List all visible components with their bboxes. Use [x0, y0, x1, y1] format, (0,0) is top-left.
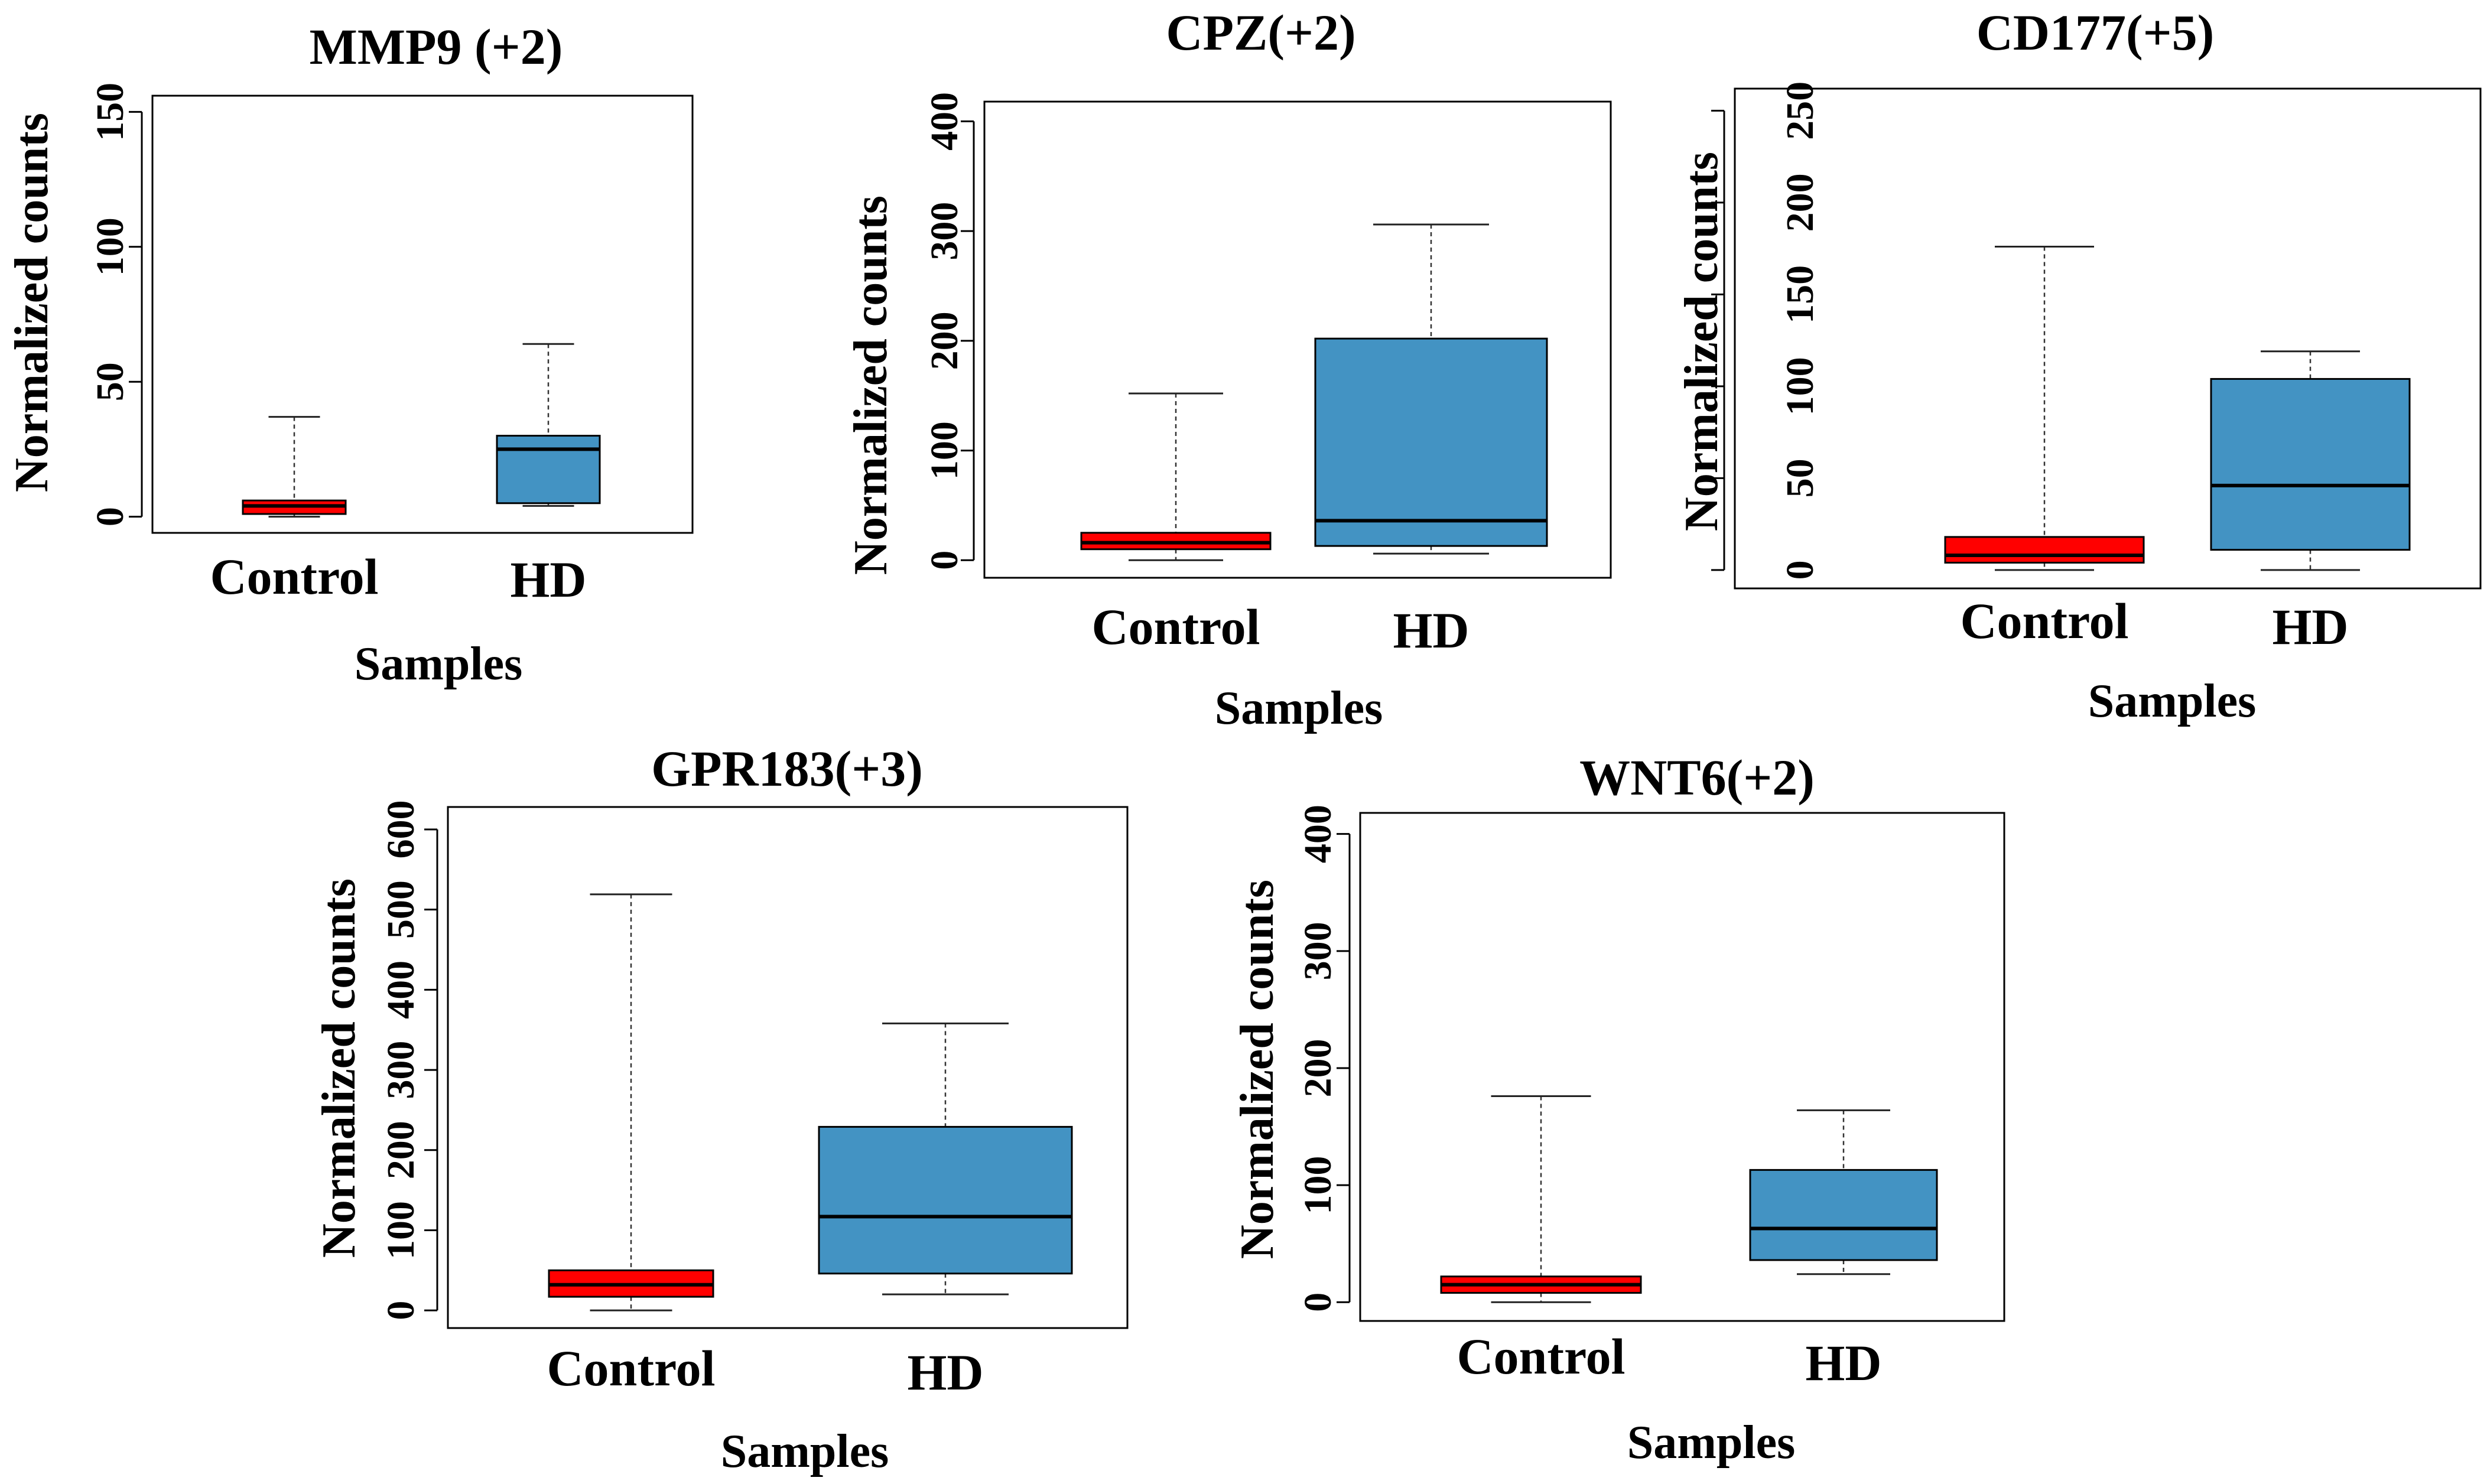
y-axis-label: Normalized counts	[1676, 152, 1728, 531]
y-tick-label: 200	[1779, 173, 1822, 232]
y-tick-label: 0	[379, 1301, 422, 1320]
x-axis-label: Samples	[721, 1426, 889, 1478]
x-axis-label: Samples	[1215, 682, 1383, 734]
plot-frame	[447, 806, 1129, 1329]
y-tick-label: 50	[1779, 458, 1822, 497]
y-tick-label: 0	[89, 507, 132, 526]
plot-frame	[151, 95, 694, 534]
x-tick-label-control: Control	[1091, 598, 1260, 655]
y-tick-label: 0	[923, 551, 966, 570]
boxplot-panel-wnt62: WNT6(+2) 0 100 200 300 400 Normalized counts Sa…	[1231, 749, 2005, 1469]
x-axis-label: Samples	[1627, 1417, 1796, 1469]
chart-title: WNT6(+2)	[1579, 749, 1815, 806]
y-axis-label: Normalized counts	[6, 113, 58, 492]
plot-frame	[1734, 87, 2482, 590]
x-tick-label-control: Control	[1960, 593, 2128, 649]
x-tick-label-hd: HD	[1806, 1335, 1882, 1391]
box-control	[1944, 536, 2145, 564]
box-hd	[2210, 377, 2411, 551]
y-tick-label: 100	[1779, 357, 1822, 415]
y-axis-label: Normalized counts	[1231, 880, 1283, 1259]
x-tick-label-hd: HD	[511, 551, 587, 608]
y-tick-label: 400	[379, 961, 422, 1019]
boxplot-panel-cpz2: CPZ(+2) 0 100 200 300 400 Normalized counts Sam…	[845, 4, 1612, 734]
y-tick-label: 300	[1296, 922, 1340, 980]
x-axis-label: Samples	[2088, 675, 2257, 727]
y-tick-label: 200	[923, 311, 966, 370]
box-hd	[1314, 337, 1548, 547]
boxplot-panel-gpr1833: GPR183(+3) 0 100 200 300 400 500 600 Normalized …	[313, 740, 1129, 1478]
x-tick-label-control: Control	[547, 1340, 715, 1397]
y-tick-label: 400	[923, 92, 966, 151]
y-tick-label: 100	[89, 217, 132, 276]
y-axis-label: Normalized counts	[313, 878, 365, 1258]
y-tick-label: 150	[1779, 265, 1822, 324]
y-tick-label: 500	[379, 880, 422, 939]
chart-title: MMP9 (+2)	[310, 18, 563, 75]
y-tick-label: 100	[1296, 1156, 1340, 1215]
box-hd	[1749, 1169, 1938, 1261]
chart-title: GPR183(+3)	[651, 740, 923, 797]
y-tick-label: 300	[379, 1041, 422, 1099]
x-axis-label: Samples	[355, 638, 523, 690]
y-tick-label: 250	[1779, 82, 1822, 140]
y-tick-label: 300	[923, 202, 966, 261]
y-tick-label: 400	[1296, 805, 1340, 863]
x-tick-label-hd: HD	[908, 1344, 984, 1401]
plot-frame	[1359, 812, 2005, 1322]
chart-title: CD177(+5)	[1976, 4, 2215, 61]
y-tick-label: 150	[89, 83, 132, 141]
y-tick-label: 200	[1296, 1039, 1340, 1097]
x-tick-label-control: Control	[1457, 1328, 1625, 1385]
box-hd	[496, 435, 601, 505]
x-tick-label-hd: HD	[1393, 602, 1470, 659]
y-tick-label: 50	[89, 362, 132, 401]
x-tick-label-hd: HD	[2273, 598, 2349, 655]
box-hd	[818, 1125, 1073, 1275]
y-axis-label: Normalized counts	[845, 196, 897, 575]
boxplot-panel-mmp92: MMP9 (+2) 0 50 100 150 Normalized counts Sampl…	[6, 18, 694, 690]
boxplot-panel-cd1775: CD177(+5) 0 50 100 150 200 250 Normalized count…	[1676, 4, 2482, 727]
chart-title: CPZ(+2)	[1166, 4, 1355, 61]
x-tick-label-control: Control	[210, 548, 378, 605]
y-tick-label: 0	[1779, 560, 1822, 580]
y-tick-label: 200	[379, 1121, 422, 1179]
y-tick-label: 100	[923, 421, 966, 480]
y-tick-label: 100	[379, 1201, 422, 1260]
y-tick-label: 0	[1296, 1293, 1340, 1312]
plot-frame	[983, 100, 1612, 579]
y-tick-label: 600	[379, 800, 422, 858]
